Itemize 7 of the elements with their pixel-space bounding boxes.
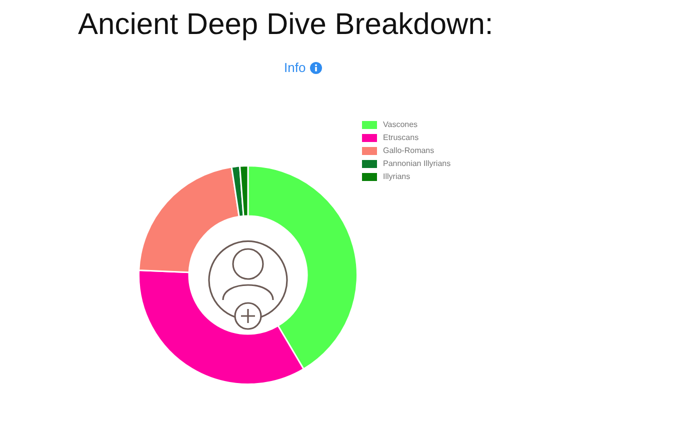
- legend-label: Pannonian Illyrians: [383, 159, 451, 168]
- chart-title: Ancient Deep Dive Breakdown:: [78, 8, 494, 42]
- legend-label: Vascones: [383, 120, 418, 129]
- legend-label: Illyrians: [383, 172, 410, 181]
- chart-subtitle: Info: [284, 60, 306, 75]
- legend-label: Etruscans: [383, 133, 419, 142]
- legend-label: Gallo-Romans: [383, 146, 434, 155]
